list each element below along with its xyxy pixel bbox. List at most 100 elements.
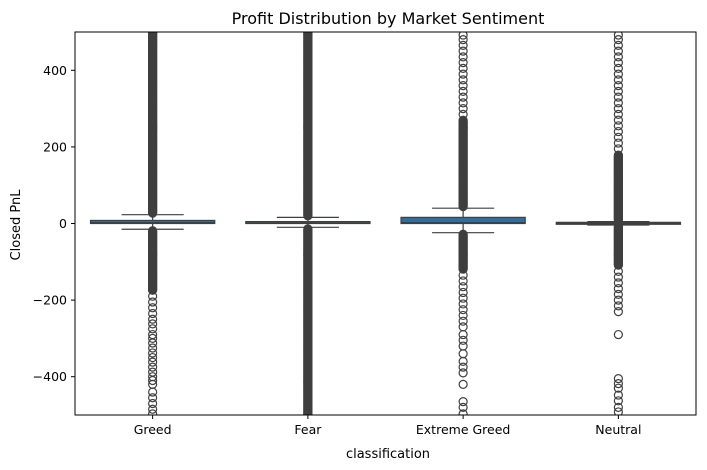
outlier-point <box>458 356 468 366</box>
outlier-point <box>458 35 468 45</box>
x-tick-label: Extreme Greed <box>416 422 510 437</box>
outlier-point <box>148 404 158 414</box>
outlier-point <box>458 32 468 40</box>
outlier-point <box>613 396 623 406</box>
y-tick-label: 400 <box>43 63 67 78</box>
outlier-point <box>458 52 468 62</box>
box-group-greed <box>89 32 216 415</box>
outlier-point <box>613 92 623 102</box>
outlier-point <box>458 299 468 309</box>
outlier-point <box>613 132 623 142</box>
outlier-point <box>148 324 158 334</box>
outlier-point <box>458 310 468 321</box>
plot-area <box>89 32 682 415</box>
outlier-point <box>613 126 623 137</box>
outlier-point <box>148 314 158 324</box>
outlier-point <box>458 402 468 412</box>
outlier-point <box>458 46 468 56</box>
y-tick-label: −400 <box>33 369 67 384</box>
outlier-point <box>148 387 158 397</box>
outlier-point <box>148 285 158 295</box>
outlier-point <box>613 407 623 415</box>
x-tick-label: Fear <box>294 422 322 437</box>
y-tick-label: −200 <box>33 293 67 308</box>
y-axis-label: Closed PnL <box>9 189 24 261</box>
outlier-point <box>458 98 468 108</box>
outlier-point <box>458 305 468 315</box>
outlier-point <box>458 63 468 73</box>
y-tick-label: 0 <box>59 216 67 231</box>
outlier-point <box>458 379 468 389</box>
outlier-point <box>613 144 623 154</box>
outlier-point <box>613 46 623 56</box>
x-tick-label: Neutral <box>595 422 641 437</box>
outlier-point <box>613 272 623 282</box>
outlier-point <box>458 362 468 372</box>
x-tick-label: Greed <box>134 422 172 437</box>
axes: Greed Fear Extreme Greed Neutral 400 200 0 −200… <box>33 63 642 437</box>
outlier-point <box>458 316 468 326</box>
outlier-point <box>613 109 623 119</box>
outlier-point <box>458 409 468 415</box>
outlier-point <box>458 92 468 102</box>
y-tick-label: 200 <box>43 139 67 154</box>
outlier-point <box>613 266 623 276</box>
outlier-point <box>458 264 468 274</box>
outlier-point <box>613 63 623 73</box>
outlier-point <box>613 121 623 131</box>
box-group-extreme-greed <box>400 32 526 415</box>
box-group-neutral <box>555 32 682 415</box>
outlier-point <box>613 58 623 68</box>
outlier-point <box>613 98 623 108</box>
outlier-point <box>458 322 468 332</box>
outlier-point <box>458 86 468 96</box>
outlier-point <box>613 86 623 96</box>
outlier-point <box>613 52 623 62</box>
plot-frame <box>74 31 697 416</box>
x-axis-label: classification <box>346 447 430 462</box>
outlier-point <box>613 390 623 400</box>
outlier-point <box>148 297 158 307</box>
outlier-point <box>148 352 158 363</box>
outlier-point <box>613 81 623 91</box>
outlier-point <box>148 409 158 415</box>
outlier-point <box>613 301 623 311</box>
outlier-point <box>458 75 468 85</box>
outlier-point <box>458 115 468 125</box>
outlier-point <box>613 374 623 384</box>
outlier-point <box>613 35 623 45</box>
outlier-point <box>148 393 158 403</box>
outlier-point <box>148 343 158 353</box>
outlier-point <box>148 375 158 386</box>
outlier-point <box>458 276 468 286</box>
outlier-point <box>613 289 623 299</box>
outlier-point <box>613 278 623 288</box>
outlier-point <box>148 362 158 372</box>
outlier-point <box>458 349 468 359</box>
outlier-point <box>458 282 468 292</box>
outlier-point <box>458 103 468 114</box>
outlier-point <box>148 308 158 319</box>
outlier-point <box>148 398 158 409</box>
outlier-point <box>458 335 468 345</box>
outlier-point <box>613 103 623 114</box>
iqr-box <box>89 219 216 225</box>
outlier-point <box>458 270 468 280</box>
chart-title: Profit Distribution by Market Sentiment <box>232 9 545 28</box>
outlier-point <box>613 115 623 125</box>
box-group-fear <box>245 32 371 415</box>
outlier-point <box>148 348 158 358</box>
outlier-point <box>458 368 468 378</box>
outlier-point <box>148 333 158 343</box>
outlier-point <box>458 69 468 79</box>
outlier-point <box>148 319 158 329</box>
outlier-point <box>613 383 623 393</box>
outlier-point <box>458 396 468 407</box>
outlier-point <box>458 287 468 298</box>
outlier-point <box>458 109 468 119</box>
outlier-point <box>458 293 468 303</box>
outlier-point <box>303 32 313 38</box>
iqr-box <box>400 216 526 225</box>
outlier-point <box>458 341 468 351</box>
